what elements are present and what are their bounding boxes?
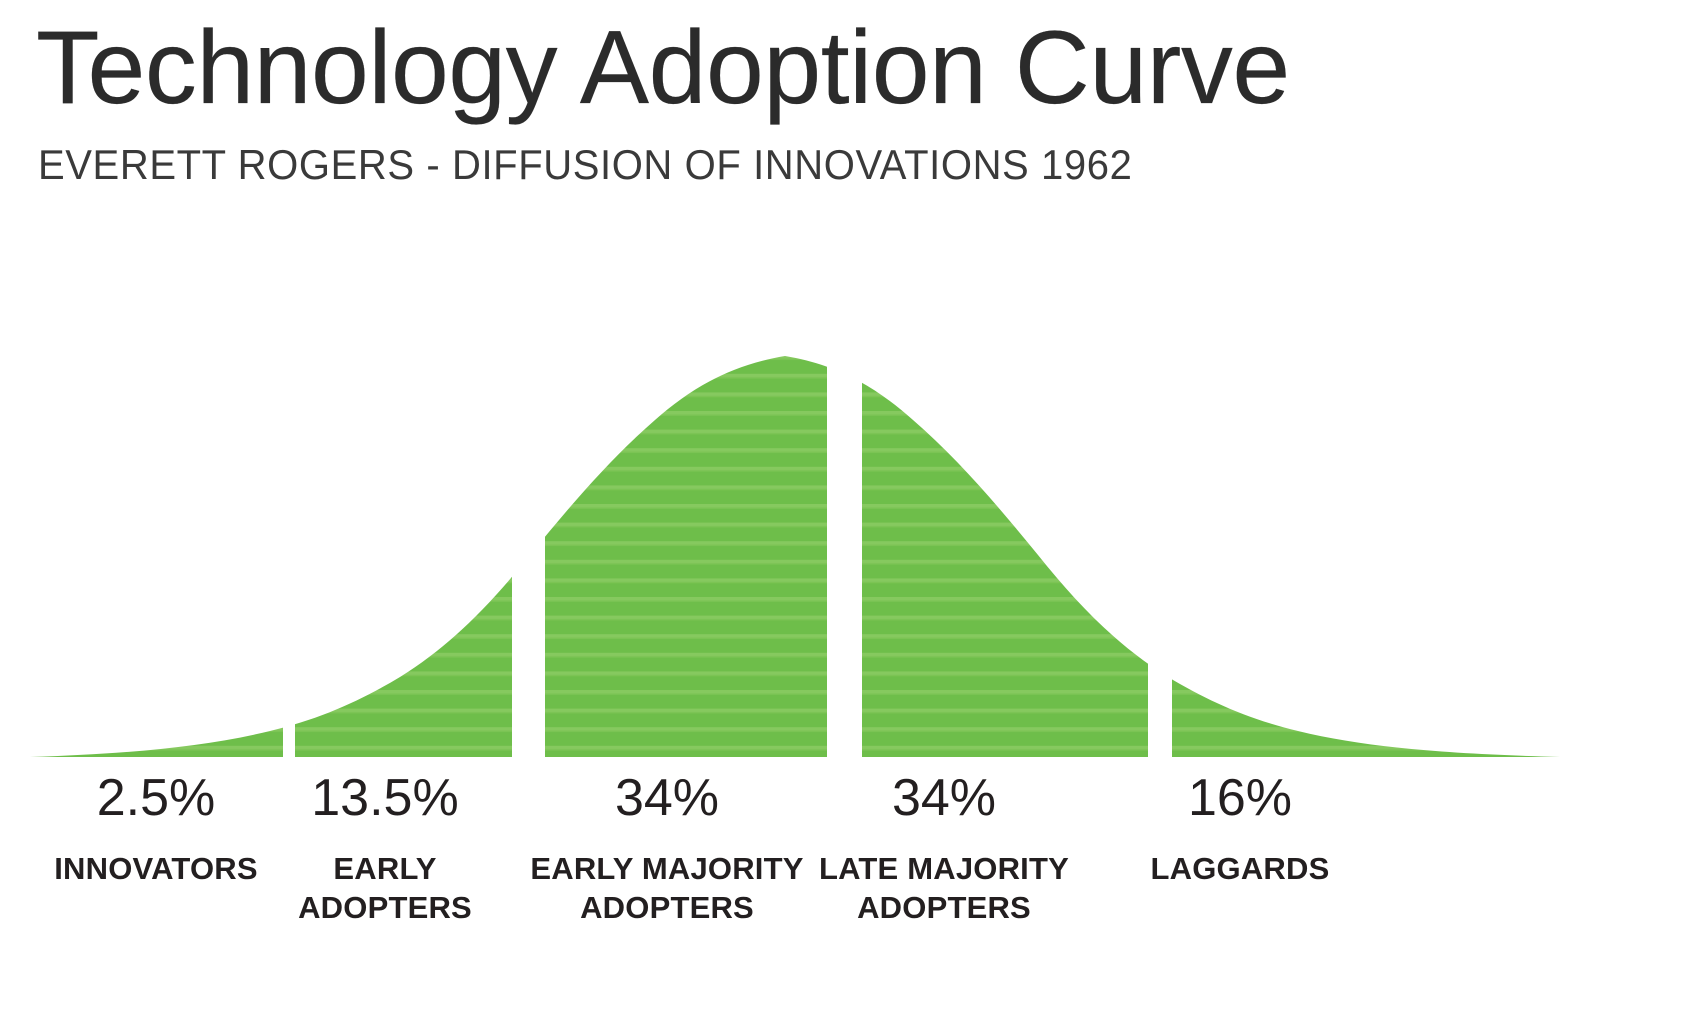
segment-name-innovators: INNOVATORS (54, 851, 258, 886)
adoption-curve-plot (0, 225, 1687, 760)
curve-segment-laggards (1172, 356, 1560, 757)
segment-label-late-majority: 34% LATE MAJORITY ADOPTERS (812, 772, 1076, 928)
segment-percent-laggards: 16% (1187, 769, 1293, 827)
curve-segment-early-adopters (295, 356, 512, 757)
page-subtitle: EVERETT ROGERS - DIFFUSION OF INNOVATION… (38, 142, 1133, 189)
segment-name-early-adopters: EARLY ADOPTERS (298, 851, 472, 925)
segment-labels: 2.5% INNOVATORS 13.5% EARLY ADOPTERS 34%… (0, 772, 1687, 1027)
segment-percent-late-majority: 34% (891, 769, 997, 827)
curve-segment-late-majority (862, 356, 1148, 757)
segment-label-early-adopters: 13.5% EARLY ADOPTERS (245, 772, 525, 928)
segment-label-laggards: 16% LAGGARDS (1080, 772, 1400, 889)
segment-name-early-majority: EARLY MAJORITY ADOPTERS (530, 851, 804, 925)
page-title: Technology Adoption Curve (36, 10, 1290, 126)
curve-segment-innovators (30, 356, 283, 757)
segment-label-innovators: 2.5% INNOVATORS (16, 772, 296, 889)
header: Technology Adoption Curve EVERETT ROGERS… (36, 10, 1656, 189)
segment-label-early-majority: 34% EARLY MAJORITY ADOPTERS (523, 772, 811, 928)
segment-percent-early-majority: 34% (614, 769, 720, 827)
segment-percent-innovators: 2.5% (96, 769, 216, 827)
segment-name-late-majority: LATE MAJORITY ADOPTERS (818, 851, 1070, 925)
segment-name-laggards: LAGGARDS (1150, 851, 1330, 886)
curve-segment-early-majority (545, 356, 827, 757)
bell-curve-svg (30, 356, 1560, 757)
segment-percent-early-adopters: 13.5% (311, 769, 459, 827)
